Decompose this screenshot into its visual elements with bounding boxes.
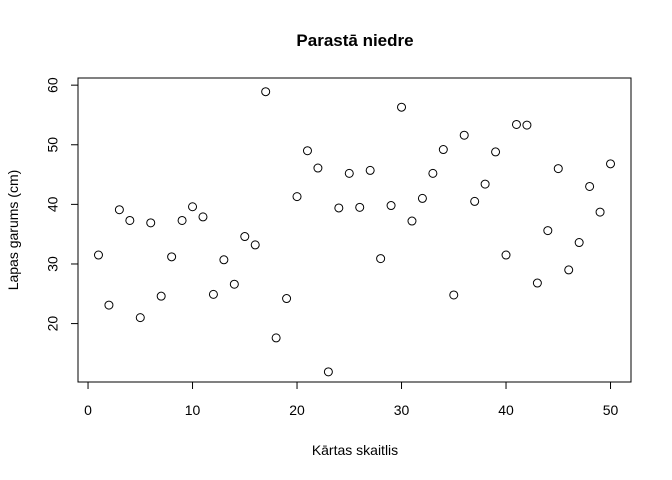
data-point: [219, 255, 229, 265]
data-point: [574, 238, 584, 248]
data-point: [146, 218, 156, 228]
data-point: [240, 232, 250, 242]
data-point: [480, 179, 490, 189]
data-point: [208, 289, 218, 299]
data-point: [114, 205, 124, 215]
data-point: [292, 192, 302, 202]
data-point: [595, 207, 605, 217]
data-point: [177, 215, 187, 225]
data-point: [522, 120, 532, 130]
data-point: [313, 163, 323, 173]
data-point: [376, 254, 386, 264]
data-point: [323, 367, 333, 377]
y-tick-label: 30: [45, 256, 61, 272]
data-point: [397, 102, 407, 112]
y-axis-label: Lapas garums (cm): [5, 170, 21, 291]
data-point: [470, 196, 480, 206]
x-tick-label: 30: [394, 402, 410, 418]
x-axis: 0 10 20 30 40 50: [84, 381, 619, 418]
data-point: [428, 168, 438, 178]
data-points: [93, 87, 616, 377]
x-tick-label: 40: [498, 402, 514, 418]
data-point: [417, 193, 427, 203]
data-point: [125, 215, 135, 225]
data-point: [407, 216, 417, 226]
data-point: [282, 294, 292, 304]
data-point: [585, 181, 595, 191]
data-point: [156, 291, 166, 301]
data-point: [386, 201, 396, 211]
data-point: [491, 147, 501, 157]
y-tick-label: 20: [45, 316, 61, 332]
y-tick-label: 60: [45, 77, 61, 93]
data-point: [135, 313, 145, 323]
data-point: [261, 87, 271, 97]
plot-area: [77, 77, 632, 383]
data-point: [501, 250, 511, 260]
data-point: [344, 168, 354, 178]
data-point: [365, 165, 375, 175]
x-axis-label: Kārtas skaitlis: [312, 442, 398, 458]
data-point: [302, 146, 312, 156]
data-point: [438, 145, 448, 155]
data-point: [564, 265, 574, 275]
data-point: [93, 250, 103, 260]
y-axis: 20 30 40 50 60: [45, 77, 79, 332]
data-point: [198, 212, 208, 222]
data-point: [167, 252, 177, 262]
data-point: [229, 279, 239, 289]
data-point: [271, 333, 281, 343]
data-point: [449, 290, 459, 300]
x-tick-label: 0: [84, 402, 92, 418]
y-tick-label: 50: [45, 137, 61, 153]
data-point: [606, 159, 616, 169]
data-point: [355, 202, 365, 212]
chart-title: Parastā niedre: [296, 31, 413, 50]
data-point: [459, 130, 469, 140]
x-tick-label: 10: [185, 402, 201, 418]
data-point: [553, 164, 563, 174]
data-point: [104, 300, 114, 310]
data-point: [543, 226, 553, 236]
data-point: [334, 203, 344, 213]
data-point: [250, 240, 260, 250]
data-point: [511, 119, 521, 129]
data-point: [188, 202, 198, 212]
x-tick-label: 20: [289, 402, 305, 418]
x-tick-label: 50: [603, 402, 619, 418]
y-tick-label: 40: [45, 196, 61, 212]
data-point: [532, 278, 542, 288]
